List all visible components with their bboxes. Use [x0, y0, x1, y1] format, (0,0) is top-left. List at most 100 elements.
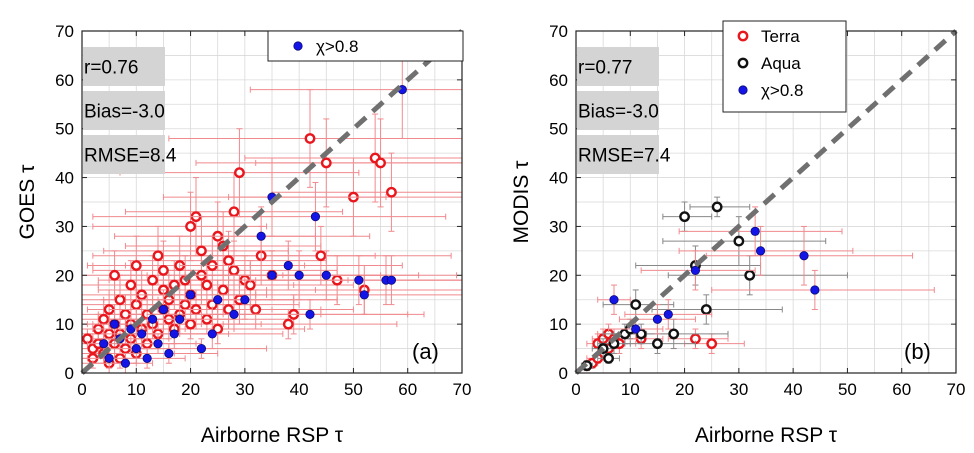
- terra-point: [185, 318, 196, 330]
- terra-point: [228, 264, 240, 276]
- chi-point: [169, 329, 179, 339]
- aqua-point: [711, 201, 723, 213]
- y-tick-label: 30: [55, 217, 74, 236]
- aqua-point: [700, 304, 712, 315]
- legend-label-chi: χ>0.8: [316, 37, 358, 56]
- y-tick-label: 10: [55, 315, 74, 334]
- y-tick-label: 40: [55, 169, 74, 188]
- x-tick-label: 10: [621, 380, 640, 399]
- chi-point: [256, 231, 266, 241]
- y-tick-label: 70: [549, 22, 568, 41]
- chi-point: [229, 309, 239, 319]
- legend-marker-terra: [737, 30, 749, 42]
- chi-point: [690, 265, 701, 275]
- chi-point: [164, 348, 174, 359]
- terra-point: [217, 284, 229, 296]
- y-tick-label: 20: [549, 266, 568, 285]
- terra-point: [228, 206, 240, 218]
- terra-point: [152, 250, 164, 262]
- panel-label: (a): [412, 339, 439, 364]
- x-tick-label: 60: [398, 380, 417, 399]
- x-tick-label: 30: [729, 380, 748, 399]
- legend-marker-chi: [293, 41, 303, 51]
- chi-point: [158, 304, 169, 315]
- terra-point: [320, 157, 332, 169]
- chi-point: [354, 275, 364, 285]
- chi-point: [359, 290, 369, 300]
- stat-box: [577, 47, 659, 86]
- chi-point: [142, 353, 152, 363]
- stat-text: RMSE=7.4: [578, 146, 671, 167]
- chi-point: [609, 295, 619, 305]
- terra-point: [201, 279, 213, 291]
- legend: Terra Aqua χ>0.8: [722, 20, 847, 113]
- x-tick-label: 30: [235, 380, 254, 399]
- y-tick-label: 0: [65, 364, 74, 383]
- y-tick-label: 10: [549, 315, 568, 334]
- panel-a: 0 10 20 30 40 50 60 70 0 10 20 30 40 50 60 70 Airborne R…: [16, 22, 471, 447]
- aqua-point: [603, 352, 614, 364]
- chi-point: [109, 319, 120, 329]
- x-tick-label: 0: [571, 380, 580, 399]
- y-tick-label: 50: [549, 120, 568, 139]
- aqua-point: [630, 299, 642, 310]
- chi-point: [386, 275, 397, 285]
- chi-point: [196, 343, 207, 354]
- terra-point: [147, 274, 158, 286]
- terra-point: [386, 186, 397, 198]
- legend: χ>0.8: [267, 30, 464, 62]
- y-tick-label: 60: [55, 71, 74, 90]
- chi-point: [120, 358, 131, 368]
- chi-point: [283, 260, 293, 271]
- y-axis-label: MODIS τ: [510, 160, 533, 244]
- chi-point: [147, 314, 158, 324]
- terra-point: [234, 167, 245, 179]
- stat-text: r=0.76: [84, 58, 138, 79]
- chi-point: [104, 353, 114, 363]
- terra-point: [130, 260, 142, 271]
- aqua-point: [679, 211, 690, 223]
- x-axis-label: Airborne RSP τ: [201, 424, 344, 447]
- x-tick-label: 10: [127, 380, 146, 399]
- aqua-point: [744, 269, 756, 281]
- y-axis-label: GOES τ: [16, 164, 39, 240]
- one-to-one-line: [574, 29, 958, 375]
- legend-label-aqua: Aqua: [761, 54, 801, 73]
- x-tick-label: 50: [838, 380, 857, 399]
- aqua-point: [733, 235, 745, 247]
- x-tick-label: 40: [290, 380, 309, 399]
- chi-point: [750, 226, 760, 236]
- y-tick-label: 30: [549, 217, 568, 236]
- terra-point: [196, 245, 207, 257]
- terra-point: [706, 338, 718, 350]
- terra-point: [185, 221, 196, 232]
- x-tick-label: 60: [892, 380, 911, 399]
- y-tick-label: 20: [55, 266, 74, 285]
- chi-point: [99, 339, 109, 349]
- panel-label: (b): [904, 339, 931, 364]
- x-tick-label: 70: [947, 380, 966, 399]
- chi-point: [131, 343, 141, 354]
- terra-point: [315, 250, 327, 262]
- y-tick-label: 70: [55, 22, 74, 41]
- terra-point: [304, 133, 316, 144]
- legend-marker-aqua: [737, 57, 749, 69]
- x-tick-label: 70: [453, 380, 472, 399]
- stat-box: [577, 135, 659, 174]
- x-tick-label: 40: [784, 380, 803, 399]
- stat-text: Bias=-3.0: [578, 102, 659, 123]
- chi-point: [207, 329, 217, 339]
- terra-point: [223, 255, 234, 267]
- y-tick-label: 0: [559, 364, 568, 383]
- chi-point: [137, 329, 147, 339]
- stat-text: r=0.77: [578, 58, 632, 79]
- one-to-one-line: [80, 29, 464, 375]
- stat-text: Bias=-3.0: [84, 102, 165, 123]
- stat-box: [577, 91, 659, 130]
- panel-b: 0 10 20 30 40 50 60 70 0 10 20 30 40 50 60 70 Airborne R…: [510, 20, 966, 447]
- terra-point: [375, 157, 386, 169]
- series-chi: [86, 40, 463, 374]
- terra-point: [125, 279, 137, 291]
